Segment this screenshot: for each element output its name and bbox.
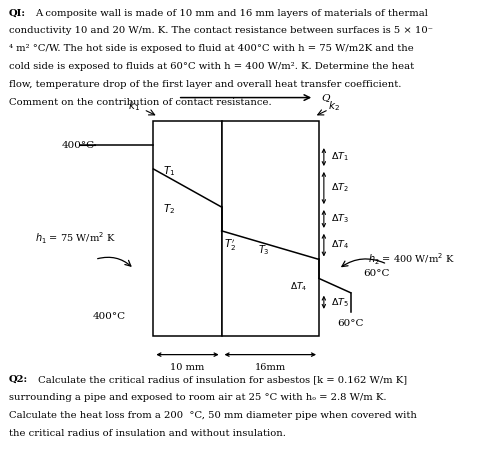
Text: 60°C: 60°C [337, 319, 364, 328]
Bar [153, 121, 222, 336]
Text: $\Delta T_1$: $\Delta T_1$ [331, 151, 349, 163]
Text: $h_1$ = 75 W/m$^2$ K: $h_1$ = 75 W/m$^2$ K [35, 230, 116, 246]
Text: ⁴ m² °C/W. The hot side is exposed to fluid at 400°C with h = 75 W/m2K and the: ⁴ m² °C/W. The hot side is exposed to fl… [9, 44, 413, 53]
Text: the critical radius of insulation and without insulation.: the critical radius of insulation and wi… [9, 428, 286, 437]
Text: Comment on the contribution of contact resistance.: Comment on the contribution of contact r… [9, 98, 271, 107]
Text: Q: Q [321, 93, 330, 102]
Text: surrounding a pipe and exposed to room air at 25 °C with hₒ = 2.8 W/m K.: surrounding a pipe and exposed to room a… [9, 393, 386, 402]
Text: 60°C: 60°C [363, 269, 389, 278]
Text: 400°C: 400°C [62, 141, 95, 149]
Text: conductivity 10 and 20 W/m. K. The contact resistance between surfaces is 5 × 10: conductivity 10 and 20 W/m. K. The conta… [9, 27, 433, 35]
Text: $T_1$: $T_1$ [163, 165, 175, 178]
Text: Q2:: Q2: [9, 375, 28, 384]
Bar [222, 121, 319, 336]
Text: $h_2$ = 400 W/m$^2$ K: $h_2$ = 400 W/m$^2$ K [368, 252, 455, 267]
Text: $T_2$: $T_2$ [163, 203, 175, 216]
Text: A composite wall is made of 10 mm and 16 mm layers of materials of thermal: A composite wall is made of 10 mm and 16… [35, 9, 428, 18]
Text: cold side is exposed to fluids at 60°C with h = 400 W/m². K. Determine the heat: cold side is exposed to fluids at 60°C w… [9, 62, 414, 71]
Text: $\Delta T_5$: $\Delta T_5$ [331, 296, 349, 308]
Text: 16mm: 16mm [255, 363, 286, 372]
Text: QI:: QI: [9, 9, 26, 18]
Text: $T_3$: $T_3$ [258, 243, 270, 257]
Text: Calculate the critical radius of insulation for asbestos [k = 0.162 W/m K]: Calculate the critical radius of insulat… [35, 375, 407, 384]
Text: $\Delta T_2$: $\Delta T_2$ [331, 182, 349, 194]
Text: $\Delta T_4$: $\Delta T_4$ [331, 239, 349, 251]
Text: Calculate the heat loss from a 200  °C, 50 mm diameter pipe when covered with: Calculate the heat loss from a 200 °C, 5… [9, 411, 417, 420]
Text: $k_1$: $k_1$ [128, 99, 140, 113]
Text: $k_2$: $k_2$ [328, 99, 339, 113]
Text: 400°C: 400°C [93, 312, 126, 321]
Text: $\Delta T_3$: $\Delta T_3$ [331, 213, 349, 225]
Text: 10 mm: 10 mm [170, 363, 205, 372]
Text: flow, temperature drop of the first layer and overall heat transfer coefficient.: flow, temperature drop of the first laye… [9, 80, 401, 89]
Text: $T_2'$: $T_2'$ [224, 238, 236, 253]
Text: $\Delta T_4$: $\Delta T_4$ [289, 281, 307, 293]
